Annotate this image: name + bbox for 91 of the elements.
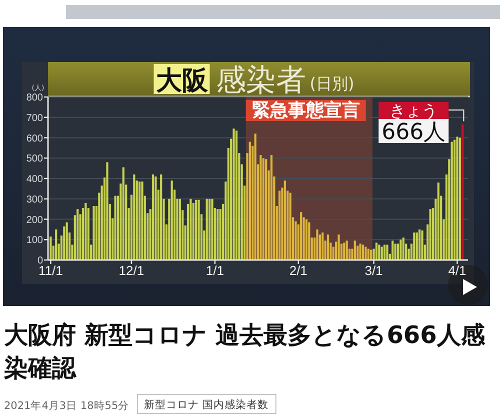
bar bbox=[138, 182, 141, 260]
bar bbox=[418, 229, 421, 260]
bar bbox=[76, 209, 79, 260]
bar bbox=[190, 198, 192, 260]
bar bbox=[359, 244, 362, 260]
bar bbox=[300, 212, 302, 260]
text: 大阪府 新型コロナ 過去最多となる666人感染確認 bbox=[3, 321, 486, 382]
bar bbox=[416, 232, 418, 260]
bar bbox=[170, 180, 173, 260]
bar bbox=[195, 200, 198, 260]
bar bbox=[216, 209, 219, 260]
bar bbox=[270, 155, 273, 260]
bar bbox=[362, 244, 364, 260]
bar bbox=[453, 140, 456, 260]
bar bbox=[456, 136, 458, 260]
bar bbox=[421, 230, 424, 260]
bar bbox=[316, 229, 318, 260]
bar bbox=[326, 234, 330, 260]
bar bbox=[178, 198, 181, 260]
bar bbox=[133, 174, 136, 260]
bar bbox=[394, 244, 396, 260]
bar bbox=[254, 134, 256, 260]
bar bbox=[386, 244, 388, 260]
bar bbox=[437, 182, 440, 260]
bar bbox=[208, 198, 211, 260]
y-tick-label: 100 bbox=[26, 235, 44, 246]
bar bbox=[402, 238, 404, 260]
x-tick-label: 3/1 bbox=[364, 263, 383, 278]
bar bbox=[84, 202, 87, 260]
bar bbox=[92, 206, 95, 260]
bar bbox=[413, 232, 416, 260]
bar bbox=[206, 198, 208, 260]
chart-subtitle: (日別) bbox=[310, 74, 354, 93]
bar bbox=[63, 226, 66, 260]
bar bbox=[232, 128, 235, 260]
bar bbox=[152, 174, 154, 260]
bar bbox=[380, 246, 383, 260]
bar bbox=[354, 240, 356, 260]
bar bbox=[211, 198, 214, 260]
bar bbox=[66, 222, 68, 260]
bar bbox=[265, 159, 268, 260]
bar bbox=[192, 202, 194, 260]
y-tick-label: 200 bbox=[26, 214, 44, 226]
text: 新型コロナ 国内感染者数 bbox=[144, 398, 268, 411]
bar bbox=[141, 182, 144, 260]
bar bbox=[364, 246, 367, 260]
bar bbox=[122, 167, 124, 260]
bar bbox=[106, 162, 108, 260]
y-tick-label: 500 bbox=[26, 154, 44, 165]
bar bbox=[160, 174, 162, 260]
bar bbox=[154, 176, 157, 260]
bar bbox=[55, 229, 58, 260]
bar bbox=[308, 222, 310, 260]
y-tick-label: 800 bbox=[26, 92, 44, 104]
bar bbox=[450, 142, 453, 260]
bar bbox=[400, 240, 402, 260]
bar bbox=[378, 244, 380, 260]
x-tick-label: 12/1 bbox=[118, 263, 144, 278]
bar bbox=[458, 138, 461, 260]
bar bbox=[396, 244, 400, 260]
y-tick-label: 400 bbox=[26, 174, 44, 185]
x-tick-label: 4/1 bbox=[448, 263, 466, 278]
bar bbox=[278, 190, 281, 260]
bar bbox=[322, 232, 324, 260]
y-tick-label: 600 bbox=[26, 133, 44, 144]
bar bbox=[198, 200, 200, 260]
chart-title: 大阪 感染者 bbox=[156, 63, 306, 98]
y-tick-label: 300 bbox=[26, 194, 44, 206]
bar bbox=[50, 236, 52, 260]
bar bbox=[235, 130, 238, 260]
bar bbox=[262, 158, 264, 260]
bar bbox=[289, 192, 292, 260]
bar bbox=[429, 209, 432, 260]
y-tick-label: 700 bbox=[26, 112, 44, 124]
bar bbox=[114, 196, 116, 260]
bar bbox=[462, 124, 464, 260]
annotation: きょう bbox=[390, 101, 438, 120]
bar bbox=[294, 221, 297, 260]
bar bbox=[260, 155, 262, 260]
bar bbox=[305, 219, 308, 260]
bar bbox=[284, 180, 286, 260]
x-tick-label: 1/1 bbox=[206, 263, 224, 278]
text: 2021年4月3日 18時55分 bbox=[4, 399, 130, 412]
bar bbox=[392, 240, 394, 260]
x-tick-label: 2/1 bbox=[289, 263, 308, 278]
bar bbox=[248, 142, 251, 260]
bar bbox=[343, 242, 346, 260]
bar bbox=[383, 244, 386, 260]
bar bbox=[338, 234, 340, 260]
bar bbox=[346, 240, 348, 260]
bar bbox=[375, 242, 378, 260]
